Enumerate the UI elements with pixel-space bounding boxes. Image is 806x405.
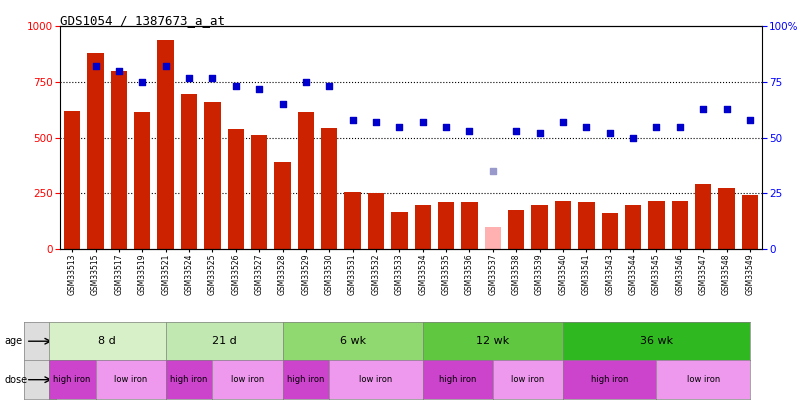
Point	[743, 117, 756, 123]
Bar	[648, 201, 665, 249]
Point	[369, 119, 382, 126]
Text: high iron: high iron	[591, 375, 629, 384]
Bar	[555, 201, 571, 249]
Text: high iron: high iron	[53, 375, 91, 384]
Point	[182, 75, 195, 81]
Bar	[321, 128, 338, 249]
Bar	[578, 202, 595, 249]
Bar	[531, 205, 548, 249]
Text: dose: dose	[4, 375, 27, 385]
Bar	[484, 227, 501, 249]
Point	[206, 75, 218, 81]
Bar	[461, 202, 478, 249]
Text: high iron: high iron	[287, 375, 325, 384]
Bar	[110, 71, 127, 249]
Bar	[718, 188, 735, 249]
Point	[509, 128, 522, 134]
Text: GDS1054 / 1387673_a_at: GDS1054 / 1387673_a_at	[60, 14, 226, 27]
Text: 8 d: 8 d	[98, 336, 116, 346]
Point	[556, 119, 569, 126]
Point	[276, 101, 289, 108]
Point	[626, 134, 639, 141]
Text: low iron: low iron	[511, 375, 545, 384]
Bar	[671, 201, 688, 249]
Point	[346, 117, 359, 123]
Text: high iron: high iron	[170, 375, 208, 384]
Text: high iron: high iron	[439, 375, 476, 384]
Point	[252, 85, 265, 92]
Point	[439, 123, 452, 130]
Bar	[134, 112, 151, 249]
Bar	[695, 185, 712, 249]
Bar	[601, 213, 618, 249]
Bar	[181, 94, 197, 249]
Point	[720, 106, 733, 112]
Bar	[87, 53, 104, 249]
Point	[463, 128, 476, 134]
Point	[696, 106, 709, 112]
Bar	[368, 194, 384, 249]
Point	[135, 79, 148, 85]
Text: age: age	[4, 336, 22, 346]
Text: low iron: low iron	[231, 375, 264, 384]
Bar	[414, 205, 431, 249]
Bar	[157, 40, 174, 249]
Point	[112, 68, 125, 74]
Point	[159, 63, 172, 70]
Point	[229, 83, 242, 90]
Text: 36 wk: 36 wk	[640, 336, 673, 346]
Text: 6 wk: 6 wk	[339, 336, 366, 346]
Bar	[204, 102, 221, 249]
Bar	[344, 192, 361, 249]
Bar	[251, 136, 268, 249]
Bar	[391, 212, 408, 249]
Point	[533, 130, 546, 136]
Point	[673, 123, 686, 130]
Text: low iron: low iron	[687, 375, 720, 384]
Bar	[227, 129, 244, 249]
Point	[650, 123, 663, 130]
Bar	[297, 112, 314, 249]
Point	[393, 123, 405, 130]
Bar	[742, 194, 758, 249]
Text: low iron: low iron	[114, 375, 147, 384]
Text: low iron: low iron	[359, 375, 393, 384]
Bar	[508, 210, 525, 249]
Point	[299, 79, 312, 85]
Point	[322, 83, 335, 90]
Point	[486, 168, 499, 174]
Point	[580, 123, 592, 130]
Bar	[438, 202, 455, 249]
Bar	[625, 205, 642, 249]
Bar	[274, 162, 291, 249]
Point	[416, 119, 429, 126]
Point	[603, 130, 616, 136]
Bar	[64, 111, 81, 249]
Text: 21 d: 21 d	[212, 336, 236, 346]
Point	[89, 63, 102, 70]
Text: 12 wk: 12 wk	[476, 336, 509, 346]
